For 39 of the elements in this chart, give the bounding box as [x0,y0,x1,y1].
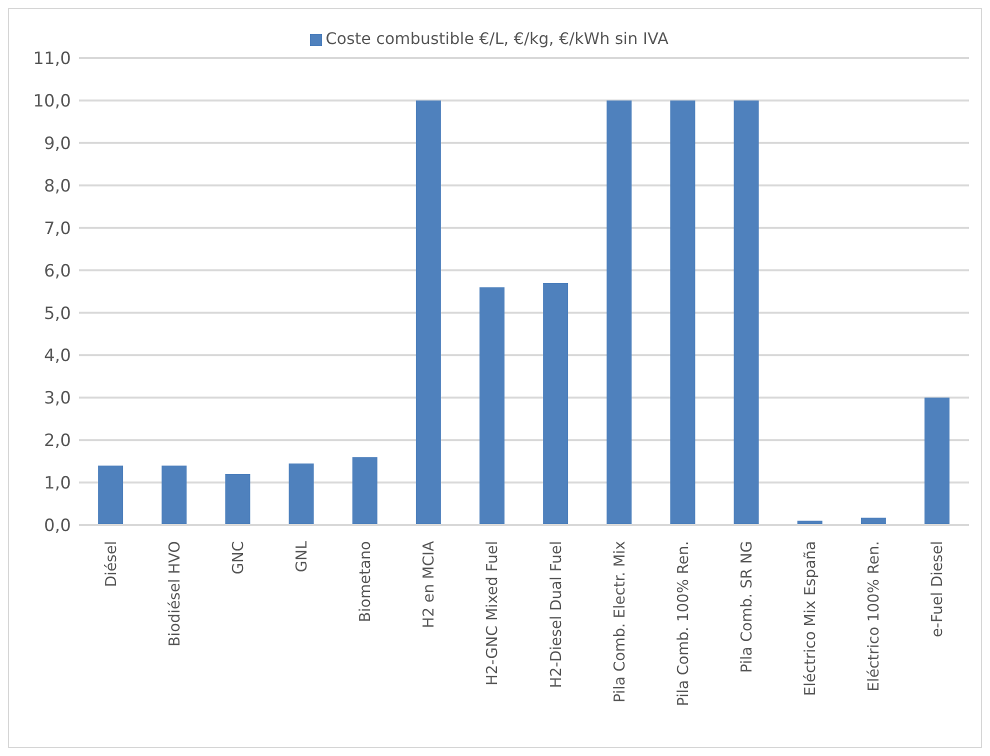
y-tick-label: 7,0 [44,218,71,239]
bar [98,466,124,525]
bar [225,474,250,525]
x-tick-label: Pila Comb. 100% Ren. [674,541,692,706]
y-tick-label: 2,0 [44,431,71,452]
x-tick-label: H2-GNC Mixed Fuel [483,541,502,686]
y-tick-label: 1,0 [44,474,71,494]
bar [162,466,187,525]
x-tick-label: H2 en MCIA [420,540,438,628]
bar [924,398,950,525]
x-tick-label: Eléctrico 100% Ren. [864,541,883,692]
bar [734,100,759,525]
x-tick-label: Biodiésel HVO [165,541,184,647]
bar [416,100,441,525]
y-tick-label: 10,0 [33,91,71,112]
x-tick-label: H2-Diesel Dual Fuel [546,541,565,688]
bar [543,283,568,525]
bar [352,457,378,525]
x-tick-label: GNC [228,541,247,574]
x-tick-label: Eléctrico Mix España [801,541,820,696]
y-tick-label: 11,0 [33,49,71,70]
y-tick-label: 3,0 [44,388,71,409]
y-tick-label: 5,0 [44,304,71,324]
y-tick-label: 4,0 [44,346,71,366]
x-tick-label: Diésel [102,541,120,588]
y-tick-label: 9,0 [44,134,71,154]
y-tick-label: 6,0 [44,261,71,282]
x-tick-label: Pila Comb. Electr. Mix [610,540,628,703]
x-tick-label: e-Fuel Diesel [928,541,946,638]
bar [288,463,314,525]
bar [480,287,504,525]
bar [670,100,696,525]
y-tick-label: 8,0 [44,176,71,196]
legend-label: Coste combustible €/L, €/kg, €/kWh sin IVA [326,29,668,48]
y-tick-label: 0,0 [44,516,71,536]
x-tick-label: Biometano [356,541,374,622]
x-tick-label: GNL [292,540,310,572]
bar [606,100,632,525]
x-tick-label: Pila Comb. SR NG [738,541,756,673]
